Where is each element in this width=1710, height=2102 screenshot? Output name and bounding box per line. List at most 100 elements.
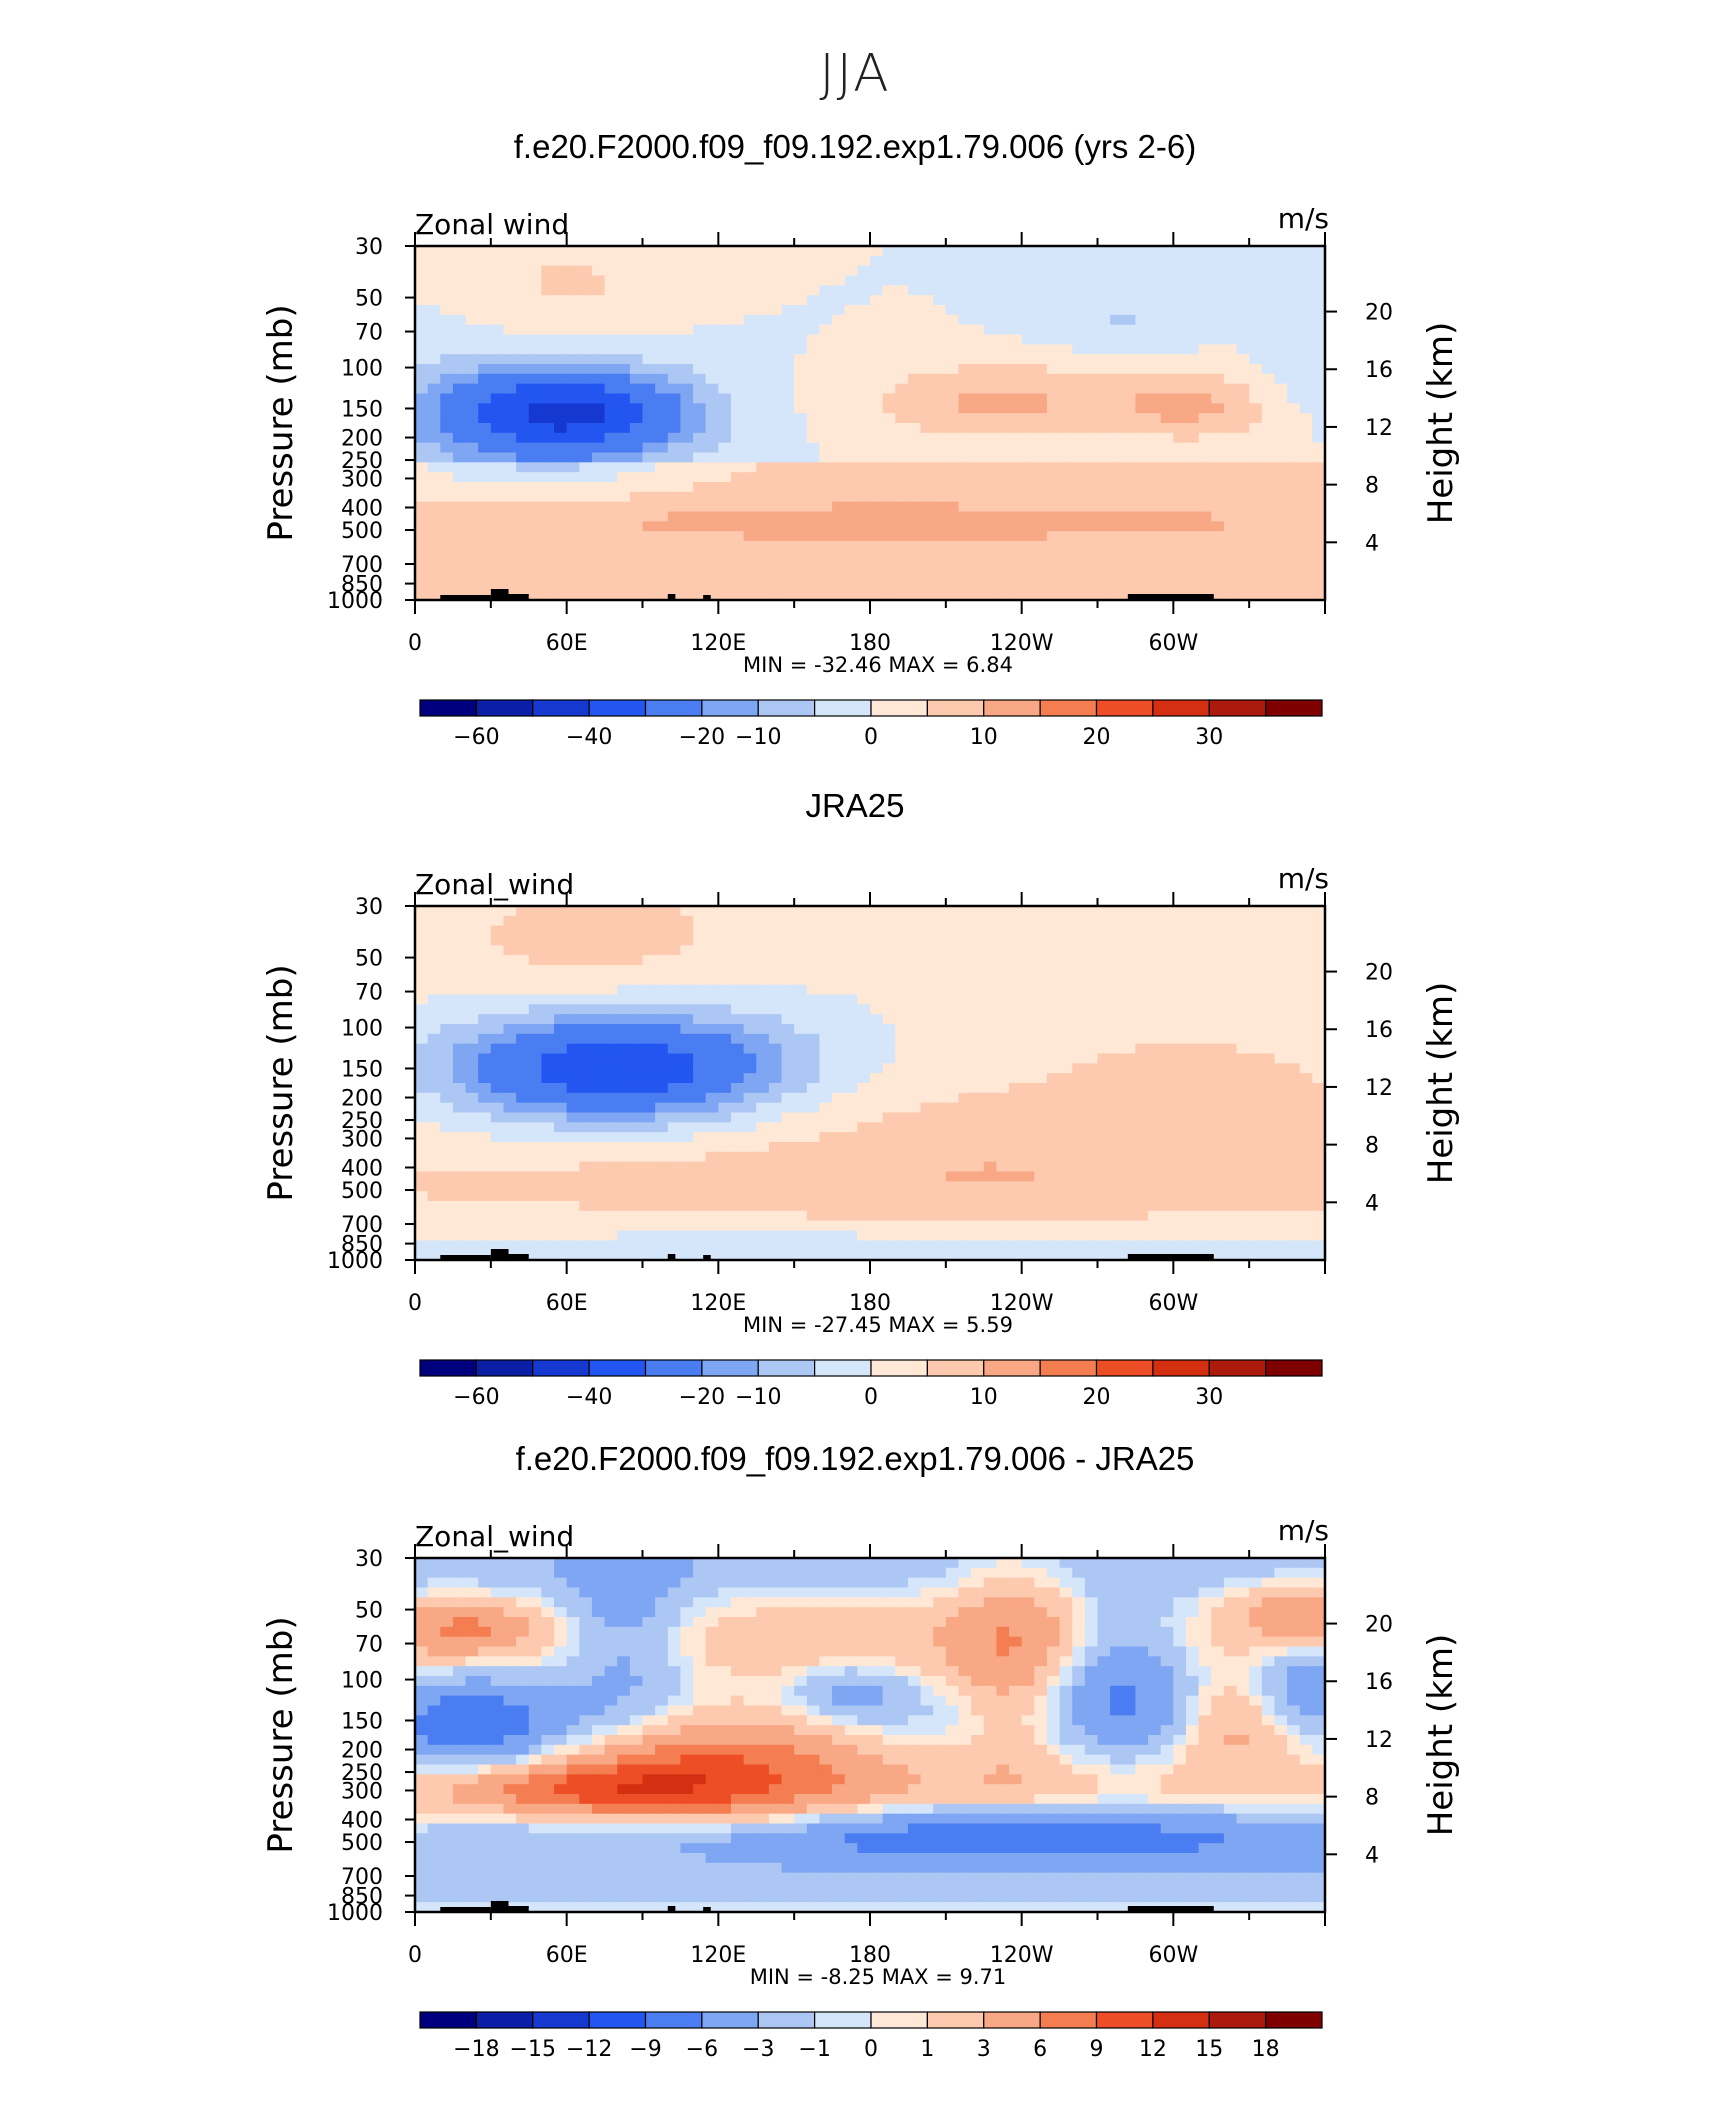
contour-cell [1148,374,1161,384]
contour-cell [921,384,934,394]
contour-cell [819,1142,832,1152]
contour-cell [1237,1083,1250,1093]
contour-cell [567,1093,580,1103]
contour-cell [895,906,908,916]
contour-cell [756,1044,769,1054]
contour-cell [1186,384,1199,394]
contour-cell [1110,344,1123,354]
contour-cell [693,926,706,936]
contour-cell [946,335,959,345]
contour-cell [819,1172,832,1182]
contour-cell [643,985,656,995]
contour-cell [706,482,719,492]
contour-cell [630,1142,643,1152]
contour-cell [769,364,782,374]
contour-cell [1123,1073,1136,1083]
contour-cell [756,305,769,315]
contour-cell [1148,492,1161,502]
contour-cell [1009,1103,1022,1113]
contour-cell [1274,1172,1287,1182]
contour-cell [832,1004,845,1014]
contour-cell [1110,295,1123,305]
contour-cell [516,1014,529,1024]
contour-cell [1173,1142,1186,1152]
contour-cell [1224,413,1237,423]
contour-cell [1300,403,1313,413]
contour-cell [680,246,693,256]
contour-cell [946,1103,959,1113]
contour-cell [895,955,908,965]
contour-cell [857,1103,870,1113]
contour-cell [1135,521,1148,531]
contour-cell [883,325,896,335]
contour-cell [1274,1103,1287,1113]
contour-cell [516,423,529,433]
contour-cell [1312,512,1325,522]
contour-cell [794,305,807,315]
contour-cell [1098,462,1111,472]
contour-cell [630,305,643,315]
contour-cell [1022,1034,1035,1044]
contour-cell [1211,512,1224,522]
contour-cell [921,344,934,354]
contour-cell [832,364,845,374]
contour-cell [1224,531,1237,541]
contour-cell [1173,1122,1186,1132]
contour-cell [1034,246,1047,256]
contour-cell [617,433,630,443]
contour-cell [782,936,795,946]
contour-cell [630,906,643,916]
contour-cell [1135,1034,1148,1044]
contour-cell [1034,1201,1047,1211]
contour-cell [1173,344,1186,354]
contour-cell [693,1034,706,1044]
contour-cell [1085,1044,1098,1054]
contour-cell [668,443,681,453]
contour-cell [895,1122,908,1132]
contour-cell [1148,521,1161,531]
contour-cell [1199,502,1212,512]
contour-cell [984,1073,997,1083]
contour-cell [996,276,1009,286]
contour-cell [958,305,971,315]
contour-cell [1022,512,1035,522]
contour-cell [1287,1083,1300,1093]
contour-cell [832,1113,845,1123]
contour-cell [1186,295,1199,305]
contour-cell [693,1211,706,1221]
contour-cell [630,1201,643,1211]
contour-cell [478,1004,491,1014]
contour-cell [1072,413,1085,423]
contour-cell [883,1073,896,1083]
contour-cell [1072,512,1085,522]
contour-cell [1224,423,1237,433]
contour-cell [921,502,934,512]
contour-cell [478,482,491,492]
contour-cell [984,344,997,354]
contour-cell [1034,965,1047,975]
contour-cell [731,512,744,522]
contour-cell [1186,246,1199,256]
contour-cell [1060,531,1073,541]
contour-cell [883,472,896,482]
contour-cell [958,965,971,975]
contour-cell [706,1093,719,1103]
contour-cell [832,965,845,975]
y-tick-label: 70 [355,321,383,346]
contour-cell [1237,295,1250,305]
colorbar-swatch [758,700,814,716]
contour-cell [1034,394,1047,404]
contour-cell [958,1054,971,1064]
contour-cell [440,315,453,325]
contour-cell [1211,246,1224,256]
contour-cell [478,374,491,384]
contour-cell [1072,936,1085,946]
contour-cell [1098,1054,1111,1064]
contour-cell [630,492,643,502]
contour-cell [908,1142,921,1152]
contour-cell [579,512,592,522]
contour-cell [769,1014,782,1024]
contour-cell [1300,492,1313,502]
contour-cell [870,1004,883,1014]
contour-cell [529,1063,542,1073]
